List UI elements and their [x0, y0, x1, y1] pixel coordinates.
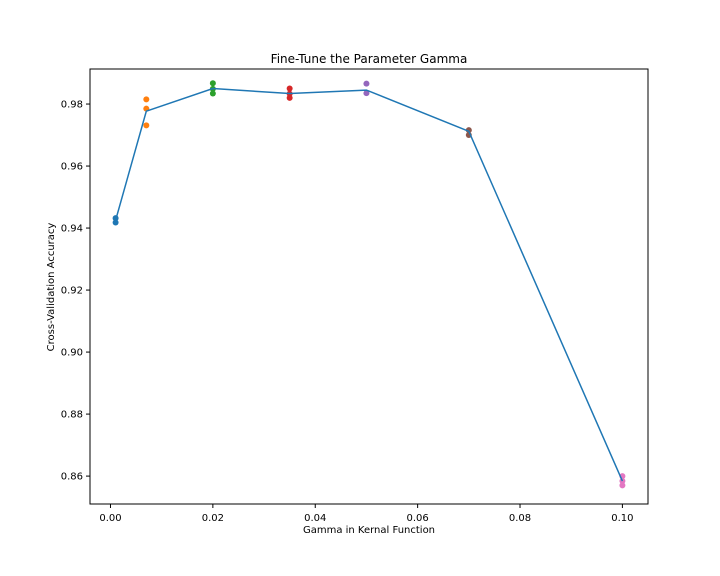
- y-tick-label: 0.98: [61, 100, 83, 111]
- x-axis-label: Gamma in Kernal Function: [303, 525, 435, 536]
- y-tick-label: 0.86: [61, 472, 83, 483]
- x-tick-label: 0.06: [407, 513, 429, 524]
- scatter-point: [619, 482, 626, 489]
- y-tick-label: 0.94: [61, 224, 83, 235]
- y-tick-label: 0.90: [61, 348, 83, 359]
- scatter-point: [209, 80, 216, 87]
- y-tick-label: 0.88: [61, 410, 83, 421]
- scatter-point: [363, 80, 370, 87]
- mean-accuracy-line: [114, 87, 624, 482]
- x-tick-label: 0.08: [509, 513, 531, 524]
- plot-frame: [89, 68, 649, 505]
- y-axis-label: Cross-Validation Accuracy: [46, 223, 57, 352]
- scatter-point: [286, 94, 293, 101]
- scatter-point: [112, 219, 119, 226]
- scatter-point: [286, 85, 293, 92]
- y-tick-label: 0.92: [61, 286, 83, 297]
- x-tick-label: 0.00: [99, 513, 121, 524]
- chart-title: Fine-Tune the Parameter Gamma: [271, 52, 468, 66]
- scatter-point: [209, 90, 216, 97]
- x-tick-label: 0.04: [304, 513, 326, 524]
- scatter-point: [363, 90, 370, 97]
- scatter-point: [143, 122, 150, 129]
- scatter-point: [143, 96, 150, 103]
- scatter-point: [465, 127, 472, 134]
- x-tick-label: 0.10: [611, 513, 633, 524]
- y-tick-label: 0.96: [61, 162, 83, 173]
- x-tick-label: 0.02: [202, 513, 224, 524]
